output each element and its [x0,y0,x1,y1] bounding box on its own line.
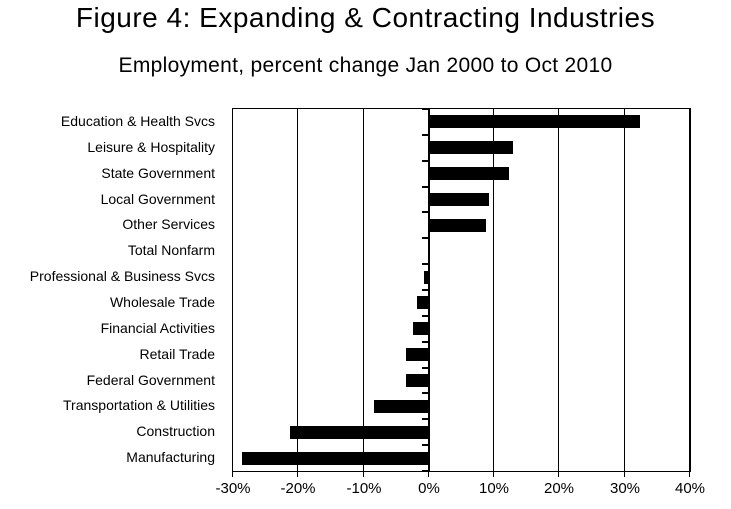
x-axis-tick [493,471,494,477]
category-label: Wholesale Trade [109,294,215,310]
gridline [689,109,690,471]
chart-subtitle: Employment, percent change Jan 2000 to O… [118,54,613,77]
gridline [232,109,233,471]
x-axis-tick [297,471,298,477]
category-axis-tick [422,263,428,265]
category-label: Professional & Business Svcs [29,268,215,284]
category-label: Federal Government [86,372,215,388]
category-label: Financial Activities [100,320,215,336]
bar [429,115,640,128]
category-label: Total Nonfarm [127,242,215,258]
bar [429,167,509,180]
category-label: Other Services [122,216,215,232]
x-tick-label: 40% [674,480,706,497]
x-axis-tick [232,471,233,477]
category-axis-tick [422,211,428,213]
category-axis-tick [422,367,428,369]
x-tick-label: -30% [215,480,251,497]
chart-title: Figure 4: Expanding & Contracting Indust… [75,2,656,33]
x-tick-label: 20% [543,480,575,497]
category-label: State Government [101,165,215,181]
zero-axis [428,109,430,471]
bar [424,271,429,284]
category-axis-tick [422,418,428,420]
category-label: Construction [136,423,215,439]
plot-area: -30% -20% -10% 0% 10% 20% 30% 40% [215,108,705,497]
category-axis-tick [422,444,428,446]
x-tick-label: 0% [418,480,440,497]
bar [242,452,429,465]
x-axis-tick [689,471,690,477]
x-tick-label: 10% [478,480,510,497]
gridline [624,109,625,471]
category-label: Education & Health Svcs [60,113,215,129]
category-axis-tick [422,108,428,110]
x-axis-tick [558,471,559,477]
category-axis-tick [422,186,428,188]
category-label: Leisure & Hospitality [87,139,215,155]
x-axis-tick [428,471,429,477]
category-axis-tick [422,237,428,239]
bar [417,296,429,309]
gridline [558,109,559,471]
category-label: Manufacturing [126,449,215,465]
bar [374,400,429,413]
x-tick-label: 30% [609,480,641,497]
bar [413,322,429,335]
bar [429,141,513,154]
category-axis-tick [422,470,428,472]
x-tick-label: -10% [346,480,382,497]
category-label: Transportation & Utilities [63,397,215,413]
bar [406,374,429,387]
x-axis-tick [363,471,364,477]
bar [429,219,486,232]
gridline [363,109,364,471]
bar [406,348,429,361]
category-axis-tick [422,160,428,162]
x-tick-label: -20% [280,480,316,497]
x-axis-tick [624,471,625,477]
bar [429,193,489,206]
bar [290,426,428,439]
gridline [493,109,494,471]
gridline [297,109,298,471]
category-axis-tick [422,315,428,317]
category-axis-tick [422,392,428,394]
category-axis-tick [422,289,428,291]
category-axis-tick [422,134,428,136]
category-label: Retail Trade [139,346,215,362]
category-label: Local Government [100,191,215,207]
category-axis-tick [422,341,428,343]
